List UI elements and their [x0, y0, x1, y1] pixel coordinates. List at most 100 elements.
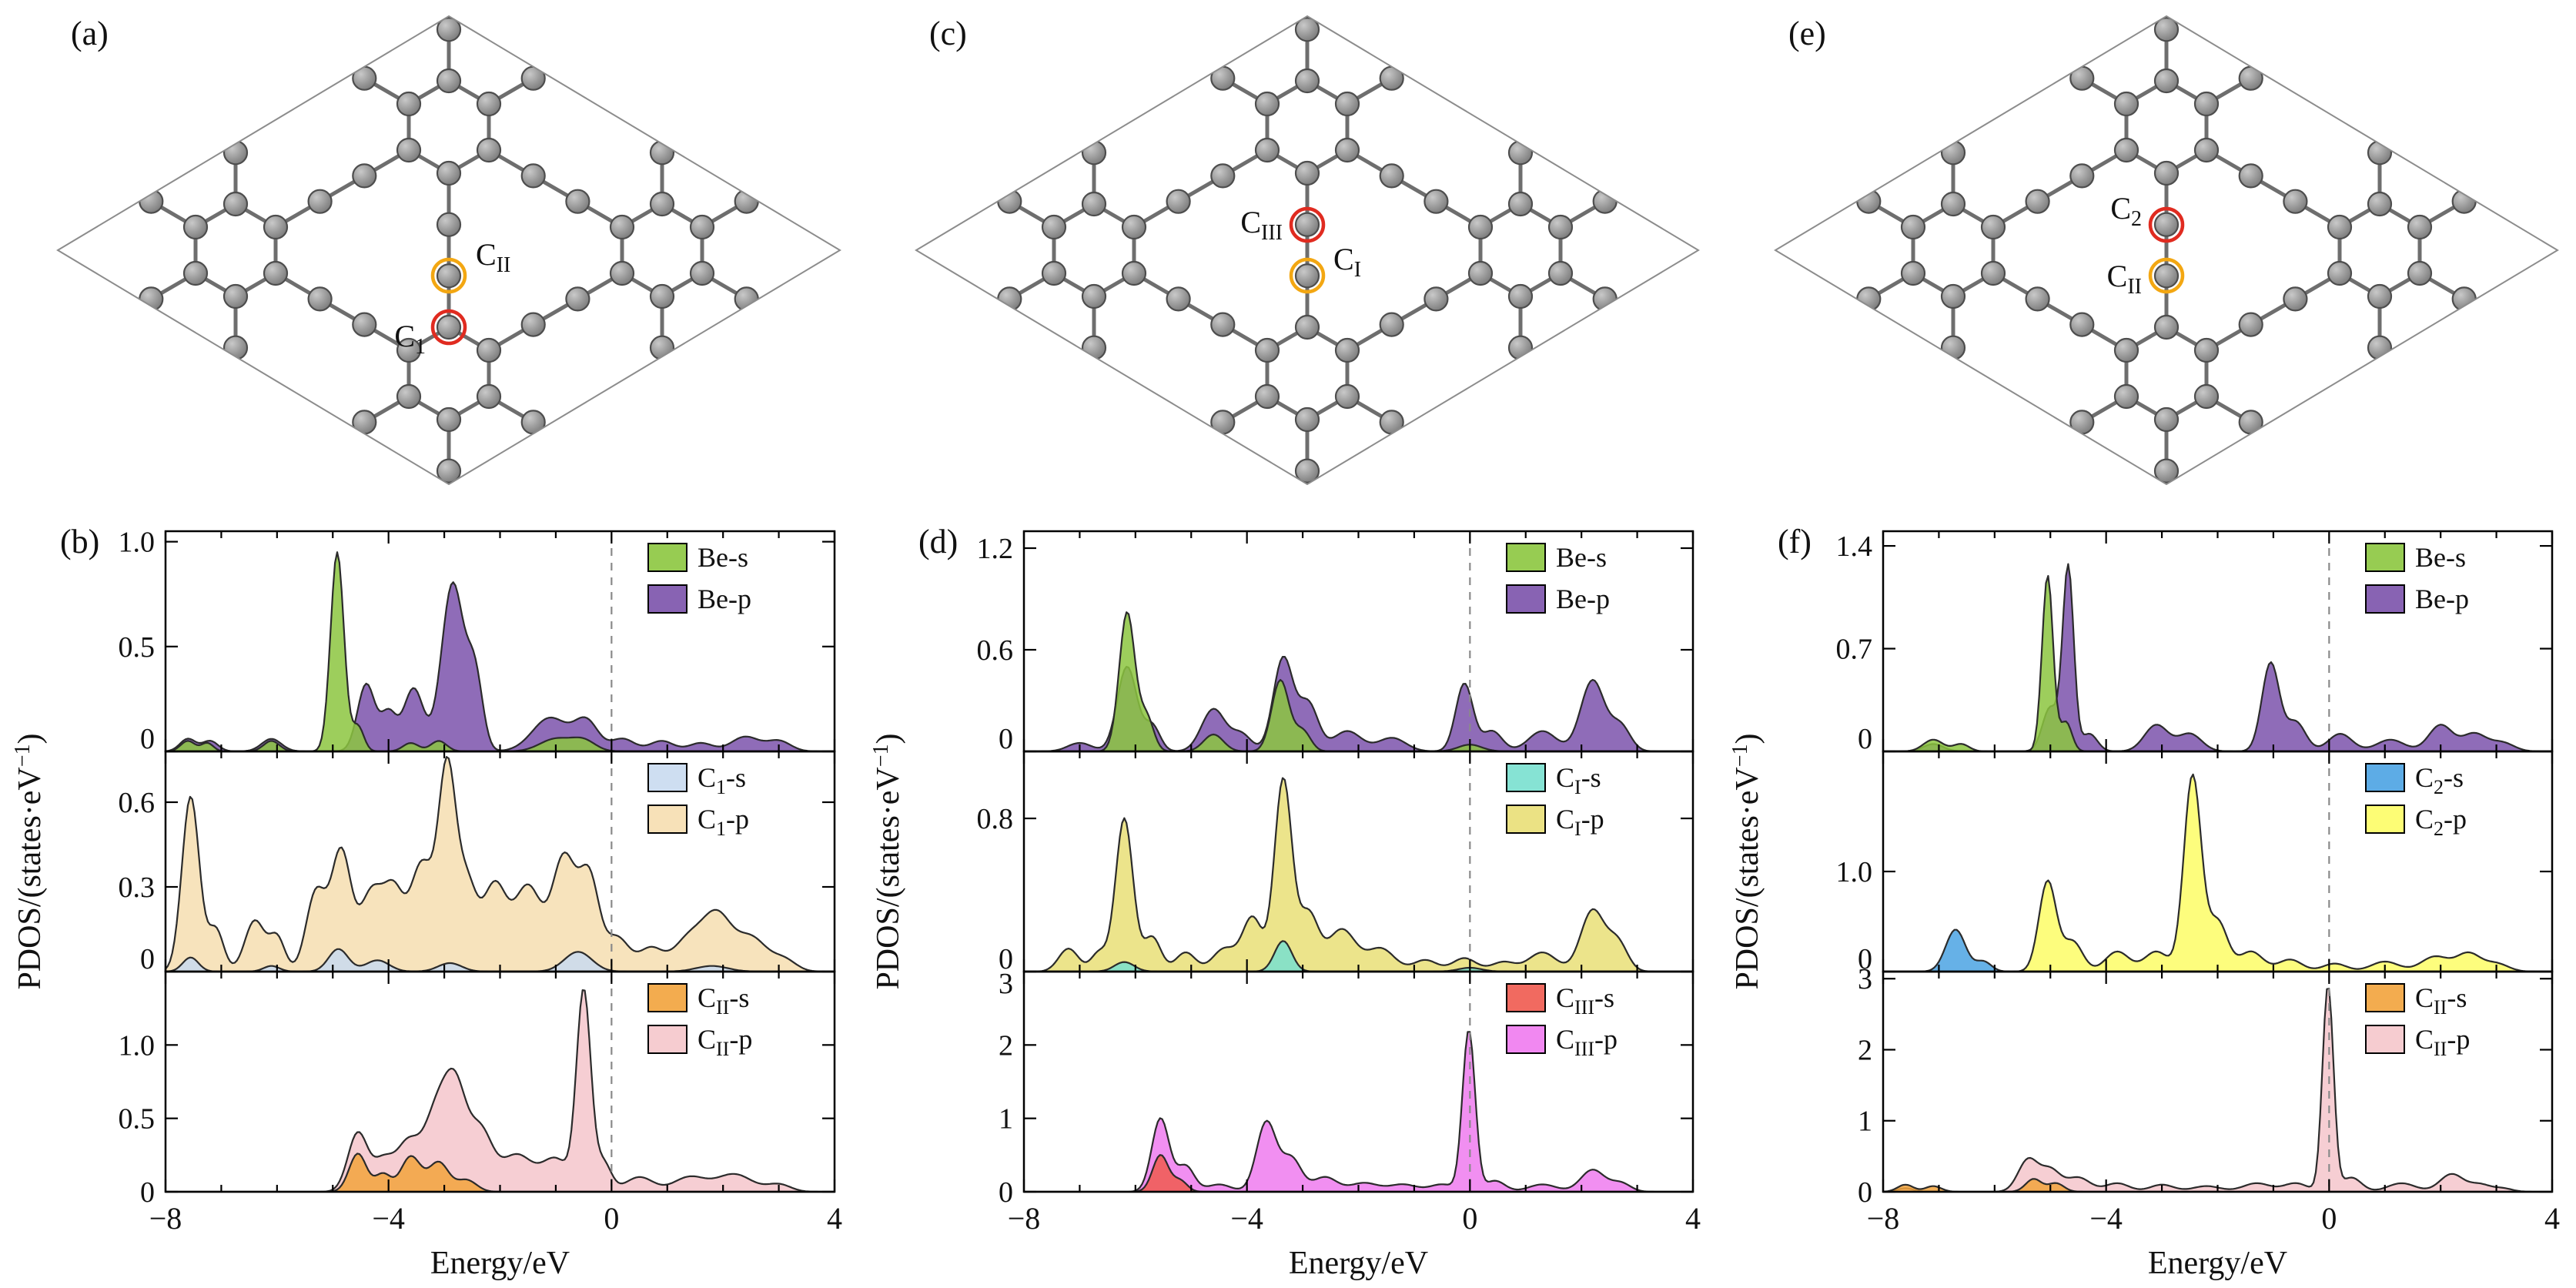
- site-annotation-circle: [430, 309, 467, 346]
- carbon-atom: [396, 337, 422, 363]
- y-tick-label: 0: [1858, 723, 1872, 755]
- legend-swatch: [2365, 1025, 2405, 1054]
- carbon-atom: [1379, 410, 1404, 435]
- carbon-atom: [1900, 214, 1926, 240]
- legend-label: Be-s: [2415, 542, 2466, 573]
- y-tick-label: 0.3: [119, 871, 156, 904]
- legend-label: CI-p: [1556, 804, 1604, 840]
- carbon-atom: [1592, 189, 1618, 214]
- carbon-atom: [2283, 40, 2308, 65]
- carbon-atom: [1467, 260, 1494, 286]
- carbon-atom: [139, 189, 164, 214]
- carbon-atom: [2283, 189, 2308, 214]
- carbon-atom: [1812, 312, 1837, 337]
- carbon-atom: [436, 406, 462, 433]
- site-annotation-label: CII: [476, 237, 510, 277]
- carbon-atom: [1423, 286, 1449, 312]
- carbon-atom: [476, 91, 502, 117]
- carbon-atom: [2367, 89, 2393, 114]
- carbon-atom: [1081, 89, 1107, 114]
- carbon-atom: [182, 214, 209, 240]
- carbon-atom: [476, 337, 502, 363]
- carbon-atom: [1507, 89, 1534, 114]
- y-tick-label: 1.2: [977, 533, 1014, 565]
- unit-cell-outline: [915, 15, 1700, 486]
- panel-label: (a): [71, 15, 109, 52]
- y-tick-label: 3: [999, 968, 1013, 1000]
- carbon-atom: [476, 383, 502, 410]
- carbon-atom: [952, 163, 978, 189]
- carbon-atom: [2451, 189, 2477, 214]
- carbon-atom: [1254, 91, 1280, 117]
- legend-label: CIII-p: [1556, 1024, 1618, 1060]
- x-tick-label: 0: [2321, 1201, 2337, 1236]
- legend-swatch: [2365, 983, 2405, 1012]
- carbon-atom: [396, 91, 422, 117]
- carbon-atom: [649, 386, 675, 412]
- pdos-curve-CII-p: [164, 989, 836, 1193]
- carbon-atom: [565, 435, 590, 460]
- carbon-atom: [2193, 91, 2220, 117]
- carbon-atom: [1294, 263, 1320, 289]
- legend-swatch: [1506, 763, 1546, 792]
- legend-swatch: [2365, 584, 2405, 614]
- carbon-atom: [1940, 89, 1966, 114]
- y-tick-label: 0: [1858, 943, 1872, 975]
- carbon-atom: [2496, 163, 2521, 189]
- y-tick-label: 2: [1858, 1034, 1872, 1066]
- carbon-atom: [307, 189, 333, 214]
- legend-swatch: [2365, 543, 2405, 572]
- y-axis-label: PDOS/(states·eV−1): [869, 733, 906, 989]
- legend-swatch: [2365, 805, 2405, 834]
- carbon-atom: [1121, 214, 1147, 240]
- carbon-atom: [2283, 435, 2308, 460]
- carbon-atom: [352, 312, 377, 337]
- carbon-atom: [1166, 189, 1191, 214]
- legend-label: C2-p: [2415, 804, 2467, 840]
- carbon-atom: [1166, 286, 1191, 312]
- y-tick-label: 0: [999, 1176, 1013, 1209]
- carbon-atom: [689, 260, 715, 286]
- site-annotation-circle: [430, 257, 467, 294]
- carbon-atom: [520, 312, 546, 337]
- y-tick-label: 1: [999, 1103, 1013, 1136]
- x-tick-label: −4: [1230, 1201, 1263, 1236]
- carbon-atom: [2238, 312, 2263, 337]
- carbon-atom: [222, 283, 249, 309]
- y-axis-label: PDOS/(states·eV−1): [1728, 733, 1765, 989]
- structure-panel-c: CIII CI (c): [915, 15, 1700, 486]
- carbon-atom: [2113, 383, 2139, 410]
- legend-swatch: [647, 543, 687, 572]
- carbon-atom: [2069, 163, 2095, 189]
- carbon-atom: [565, 189, 590, 214]
- carbon-atom: [396, 137, 422, 163]
- site-annotation-label: C2: [2110, 191, 2142, 231]
- carbon-atom: [1940, 386, 1966, 412]
- panel-label: (f): [1778, 523, 1812, 560]
- carbon-atom: [565, 286, 590, 312]
- carbon-atom: [1210, 410, 1236, 435]
- carbon-atom: [307, 40, 333, 65]
- carbon-atom: [2153, 458, 2180, 483]
- site-annotation-label: CI: [1333, 242, 1361, 282]
- carbon-atom: [2193, 337, 2220, 363]
- carbon-atom: [1507, 283, 1534, 309]
- x-axis-label: Energy/eV: [1289, 1246, 1428, 1281]
- crystal-structure: [94, 16, 804, 484]
- carbon-atom: [1467, 214, 1494, 240]
- carbon-atom: [2367, 283, 2393, 309]
- carbon-atom: [997, 189, 1022, 214]
- carbon-atom: [1547, 214, 1574, 240]
- carbon-atom: [352, 163, 377, 189]
- panel-label: (e): [1788, 15, 1826, 52]
- y-tick-label: 0: [1858, 1176, 1872, 1209]
- y-tick-label: 0.8: [977, 803, 1014, 835]
- carbon-atom: [1081, 191, 1107, 217]
- carbon-atom: [1166, 40, 1191, 65]
- x-tick-label: 4: [2544, 1201, 2560, 1236]
- carbon-atom: [2327, 260, 2353, 286]
- legend-swatch: [1506, 543, 1546, 572]
- carbon-atom: [734, 189, 759, 214]
- carbon-atom: [2025, 189, 2050, 214]
- carbon-atom: [396, 383, 422, 410]
